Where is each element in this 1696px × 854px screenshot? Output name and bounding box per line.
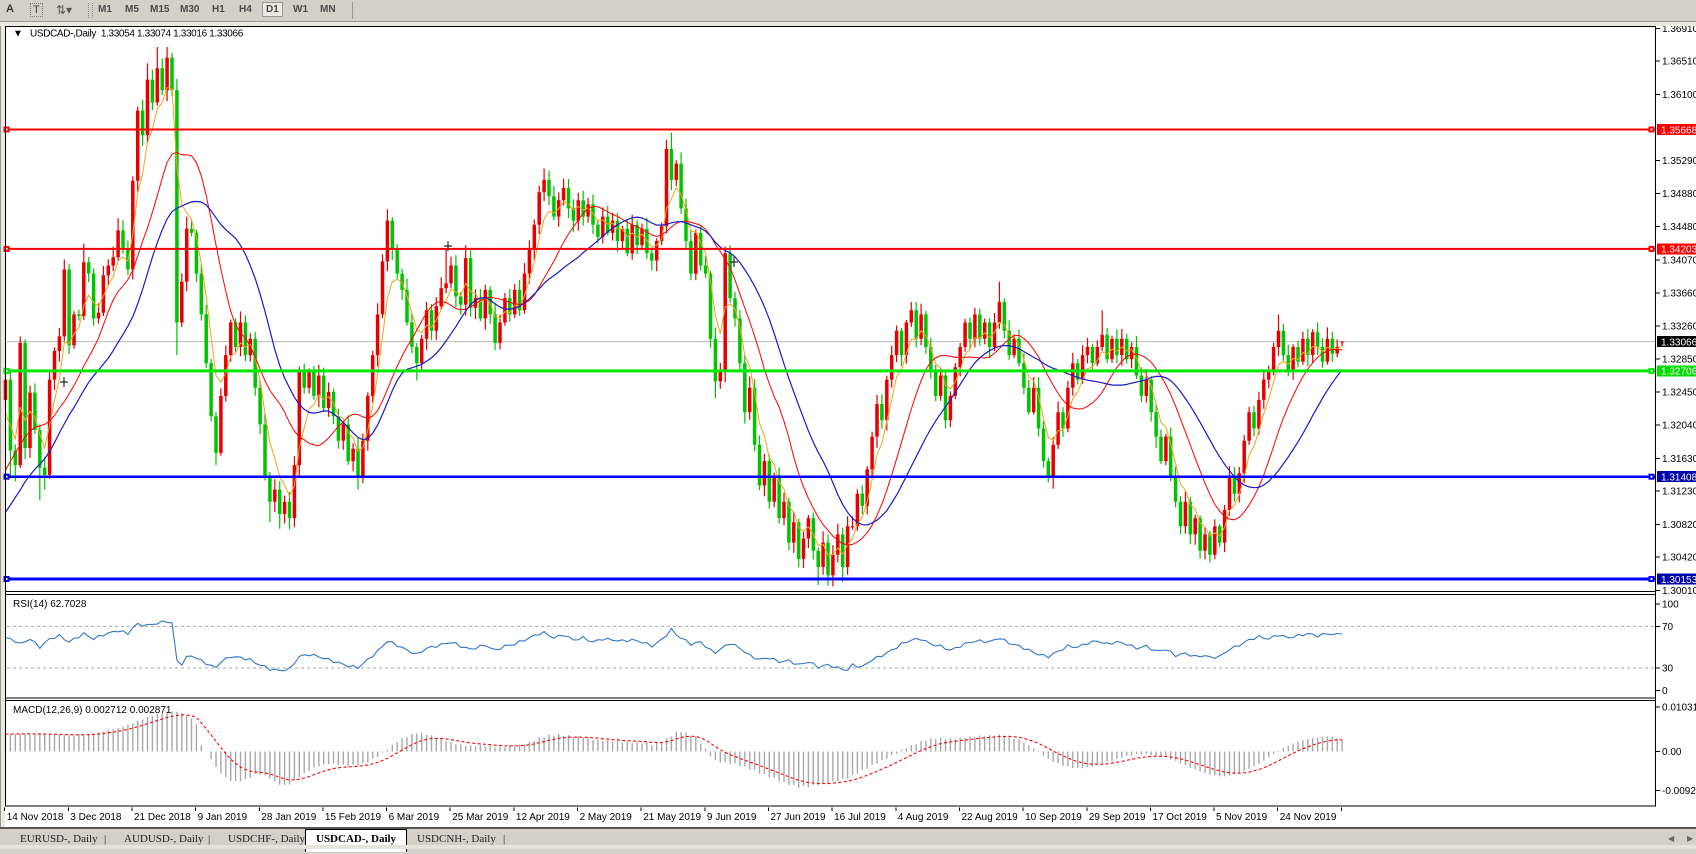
svg-text:1.32040: 1.32040 xyxy=(1662,421,1696,432)
svg-text:USDCAD-,Daily 1.33054 1.33074: USDCAD-,Daily 1.33054 1.33074 1.33016 1.… xyxy=(30,29,244,40)
svg-text:24 Nov 2019: 24 Nov 2019 xyxy=(1280,812,1337,823)
svg-text:25 Mar 2019: 25 Mar 2019 xyxy=(452,812,509,823)
svg-text:1.32850: 1.32850 xyxy=(1662,355,1696,366)
svg-text:27 Jun 2019: 27 Jun 2019 xyxy=(771,812,826,823)
svg-text:1.32450: 1.32450 xyxy=(1662,387,1696,398)
svg-text:RSI(14) 62.7028: RSI(14) 62.7028 xyxy=(13,599,87,610)
svg-text:1.33260: 1.33260 xyxy=(1662,321,1696,332)
svg-text:1.35668: 1.35668 xyxy=(1661,125,1696,136)
svg-text:1.32706: 1.32706 xyxy=(1661,367,1696,378)
svg-text:1.30420: 1.30420 xyxy=(1662,553,1696,564)
svg-text:1.36910: 1.36910 xyxy=(1662,24,1696,35)
svg-text:1.31408: 1.31408 xyxy=(1661,473,1696,484)
svg-text:70: 70 xyxy=(1662,622,1674,633)
svg-text:0.00: 0.00 xyxy=(1662,747,1682,758)
svg-text:1.30820: 1.30820 xyxy=(1662,520,1696,531)
svg-text:1.34070: 1.34070 xyxy=(1662,255,1696,266)
svg-text:29 Sep 2019: 29 Sep 2019 xyxy=(1089,812,1146,823)
svg-text:21 Dec 2018: 21 Dec 2018 xyxy=(134,812,191,823)
svg-text:15 Feb 2019: 15 Feb 2019 xyxy=(325,812,382,823)
svg-text:100: 100 xyxy=(1662,600,1679,611)
svg-text:1.36510: 1.36510 xyxy=(1662,56,1696,67)
svg-text:30: 30 xyxy=(1662,664,1674,675)
svg-text:4 Aug 2019: 4 Aug 2019 xyxy=(898,812,949,823)
svg-text:1.31230: 1.31230 xyxy=(1662,487,1696,498)
svg-text:22 Aug 2019: 22 Aug 2019 xyxy=(962,812,1019,823)
svg-text:1.33660: 1.33660 xyxy=(1662,289,1696,300)
svg-text:2 May 2019: 2 May 2019 xyxy=(580,812,633,823)
svg-text:3 Dec 2018: 3 Dec 2018 xyxy=(70,812,122,823)
svg-text:12 Apr 2019: 12 Apr 2019 xyxy=(516,812,570,823)
svg-text:1.34480: 1.34480 xyxy=(1662,222,1696,233)
svg-text:1.35290: 1.35290 xyxy=(1662,156,1696,167)
svg-text:14 Nov 2018: 14 Nov 2018 xyxy=(7,812,64,823)
svg-text:5 Nov 2019: 5 Nov 2019 xyxy=(1216,812,1268,823)
svg-text:6 Mar 2019: 6 Mar 2019 xyxy=(389,812,440,823)
svg-text:1.34203: 1.34203 xyxy=(1661,245,1696,256)
svg-text:1.36100: 1.36100 xyxy=(1662,90,1696,101)
svg-text:1.34880: 1.34880 xyxy=(1662,189,1696,200)
svg-text:1.30153: 1.30153 xyxy=(1661,575,1696,586)
svg-text:0: 0 xyxy=(1662,686,1668,697)
svg-text:21 May 2019: 21 May 2019 xyxy=(643,812,701,823)
svg-text:9 Jan 2019: 9 Jan 2019 xyxy=(198,812,248,823)
svg-text:10 Sep 2019: 10 Sep 2019 xyxy=(1025,812,1082,823)
svg-text:17 Oct 2019: 17 Oct 2019 xyxy=(1152,812,1207,823)
svg-text:9 Jun 2019: 9 Jun 2019 xyxy=(707,812,757,823)
svg-text:16 Jul 2019: 16 Jul 2019 xyxy=(834,812,886,823)
svg-text:1.30010: 1.30010 xyxy=(1662,586,1696,597)
svg-text:MACD(12,26,9) 0.002712 0.00287: MACD(12,26,9) 0.002712 0.002871 xyxy=(13,705,172,716)
svg-text:0.0103112: 0.0103112 xyxy=(1662,703,1696,714)
svg-text:1.31630: 1.31630 xyxy=(1662,454,1696,465)
svg-text:▼: ▼ xyxy=(13,29,23,40)
svg-text:28 Jan 2019: 28 Jan 2019 xyxy=(261,812,316,823)
svg-text:-0.0092025: -0.0092025 xyxy=(1662,786,1696,797)
svg-text:1.33066: 1.33066 xyxy=(1661,337,1696,348)
